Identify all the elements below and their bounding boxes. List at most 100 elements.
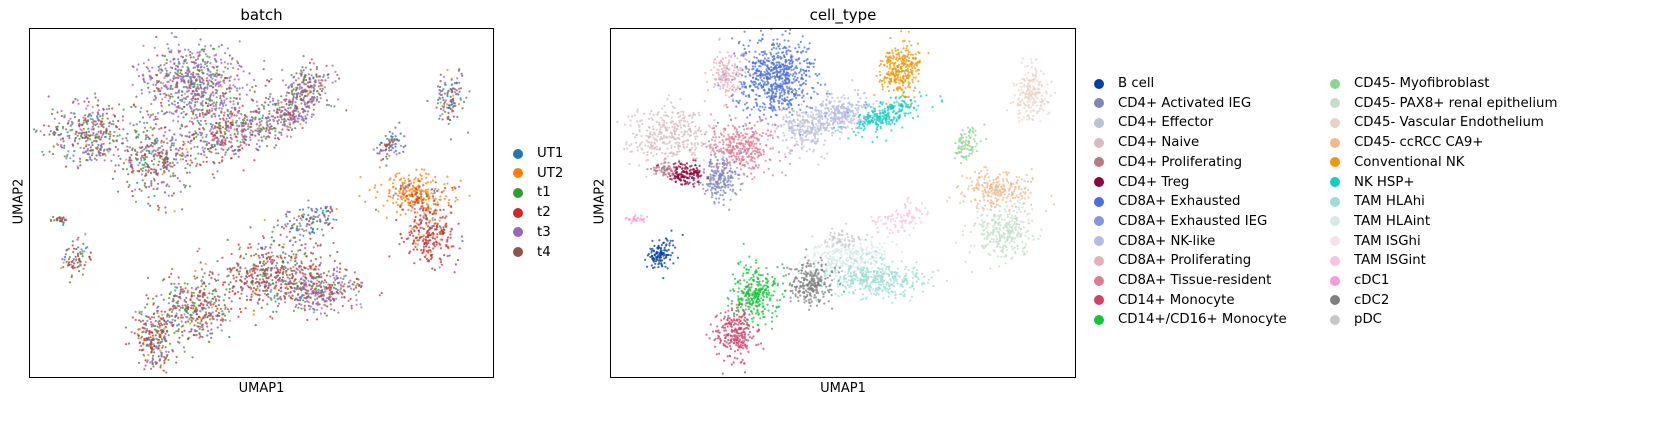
- legend-item: CD45- Vascular Endothelium: [1330, 115, 1544, 130]
- batch-points: [409, 213, 453, 269]
- cluster-points: [719, 242, 791, 335]
- legend-swatch: [1330, 137, 1340, 148]
- batch-points: [358, 168, 471, 219]
- legend-label: TAM ISGhi: [1354, 233, 1421, 249]
- legend-item: B cell: [1094, 76, 1154, 91]
- batch-points: [94, 47, 254, 117]
- legend-swatch: [1330, 98, 1340, 109]
- legend-item: CD4+ Treg: [1094, 175, 1189, 190]
- batch-points: [131, 38, 269, 120]
- legend-label: UT1: [537, 146, 564, 161]
- batch-points: [282, 207, 331, 234]
- legend-label: CD14+ Monocyte: [1118, 292, 1235, 308]
- batch-points: [49, 215, 64, 223]
- cluster-points: [616, 94, 739, 178]
- cluster-points: [704, 37, 751, 109]
- legend-item: t3: [513, 225, 551, 240]
- cell-type-title: cell_type: [809, 6, 877, 24]
- batch-points: [439, 68, 461, 119]
- legend-label: CD4+ Effector: [1118, 115, 1214, 131]
- batch-points: [372, 138, 402, 157]
- legend-swatch: [1094, 196, 1104, 207]
- batch-ylabel: UMAP2: [11, 178, 27, 225]
- legend-label: t1: [537, 185, 551, 201]
- batch-points: [248, 83, 319, 140]
- batch-points: [64, 236, 92, 279]
- legend-item: CD4+ Effector: [1094, 115, 1213, 130]
- legend-swatch: [1330, 275, 1340, 286]
- legend-swatch: [513, 247, 523, 257]
- batch-xlabel: UMAP1: [238, 381, 285, 396]
- batch-points: [438, 75, 462, 117]
- legend-label: CD8A+ Exhausted IEG: [1118, 213, 1268, 229]
- cluster-points: [953, 123, 988, 165]
- cluster-points: [873, 30, 930, 106]
- legend-item: Conventional NK: [1330, 155, 1465, 170]
- batch-points: [436, 72, 466, 122]
- legend-item: TAM ISGint: [1330, 253, 1426, 268]
- legend-item: CD8A+ Tissue-resident: [1094, 273, 1271, 288]
- legend-item: CD8A+ Proliferating: [1094, 253, 1251, 268]
- batch-points: [379, 126, 406, 162]
- batch-points: [274, 93, 322, 140]
- cluster-points: [797, 250, 948, 304]
- legend-item: UT1: [513, 146, 563, 161]
- legend-label: CD45- PAX8+ renal epithelium: [1354, 95, 1558, 111]
- legend-item: t2: [513, 205, 551, 220]
- legend-item: TAM HLAhi: [1330, 194, 1425, 209]
- legend-item: CD8A+ NK-like: [1094, 234, 1215, 249]
- legend-swatch: [513, 207, 523, 218]
- legend-swatch: [1330, 295, 1340, 306]
- batch-points: [272, 259, 381, 322]
- cluster-points: [787, 79, 884, 136]
- legend-item: t1: [513, 185, 551, 200]
- batch-points: [198, 233, 322, 305]
- legend-label: TAM HLAhi: [1354, 194, 1425, 210]
- cluster-points: [716, 29, 831, 136]
- legend-label: cDC2: [1354, 292, 1390, 308]
- legend-label: B cell: [1118, 76, 1155, 91]
- legend-swatch: [1094, 157, 1104, 168]
- cluster-points: [766, 92, 842, 166]
- legend-swatch: [513, 168, 523, 179]
- batch-points: [399, 180, 457, 221]
- batch-points: [110, 99, 201, 197]
- legend-item: CD14+ Monocyte: [1094, 293, 1235, 308]
- cluster-points: [646, 157, 688, 178]
- legend-item: CD4+ Proliferating: [1094, 155, 1242, 170]
- legend-label: CD8A+ Exhausted: [1118, 194, 1241, 210]
- legend-item: CD8A+ Exhausted: [1094, 194, 1240, 209]
- cluster-points: [833, 86, 943, 143]
- batch-scatter: [32, 29, 471, 374]
- cluster-points: [870, 196, 929, 239]
- legend-swatch: [1330, 117, 1340, 128]
- legend-swatch: [1094, 117, 1104, 128]
- cluster-points: [776, 248, 846, 311]
- batch-points: [56, 216, 68, 222]
- batch-points: [138, 267, 231, 353]
- legend-label: CD8A+ NK-like: [1118, 233, 1216, 249]
- legend-swatch: [1094, 314, 1104, 325]
- legend-swatch: [1094, 78, 1104, 89]
- batch-points: [146, 268, 239, 359]
- cell-type-xlabel: UMAP1: [820, 381, 866, 396]
- batch-points: [43, 95, 156, 170]
- batch-points: [148, 48, 265, 116]
- cluster-points: [644, 229, 684, 280]
- batch-points: [124, 294, 181, 374]
- legend-label: CD45- Vascular Endothelium: [1354, 115, 1544, 131]
- legend-item: CD45- Myofibroblast: [1330, 76, 1490, 91]
- batch-points: [157, 90, 288, 176]
- legend-swatch: [513, 148, 523, 159]
- legend-label: t2: [537, 205, 551, 221]
- legend-label: CD4+ Treg: [1118, 174, 1190, 190]
- legend-label: TAM HLAint: [1354, 213, 1431, 229]
- legend-swatch: [1094, 295, 1104, 306]
- cluster-points: [955, 189, 1043, 274]
- batch-points: [43, 107, 120, 168]
- legend-swatch: [1094, 275, 1104, 286]
- batch-points: [398, 217, 449, 258]
- batch-points: [124, 294, 167, 372]
- legend-label: cDC1: [1354, 273, 1390, 288]
- legend-label: CD4+ Proliferating: [1118, 154, 1243, 170]
